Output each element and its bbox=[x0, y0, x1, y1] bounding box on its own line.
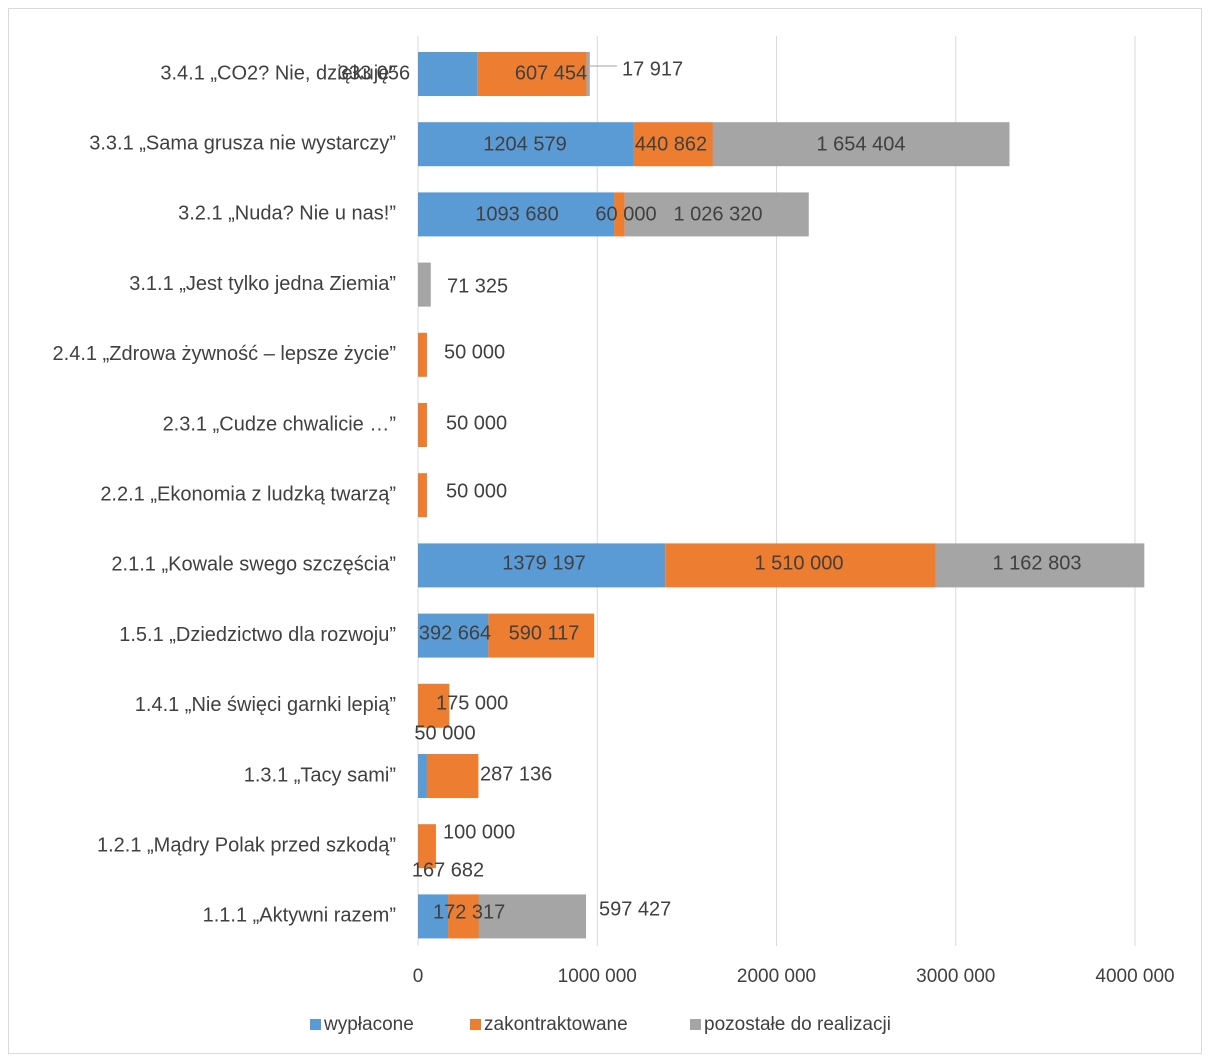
chart-area bbox=[8, 8, 1202, 1054]
category-label: 2.2.1 „Ekonomia z ludzką twarzą” bbox=[100, 483, 396, 505]
x-tick-label: 4000 000 bbox=[1095, 966, 1174, 987]
bar-segment bbox=[418, 543, 666, 588]
data-label: 50 000 bbox=[444, 341, 505, 363]
data-label: 607 454 bbox=[515, 62, 587, 84]
x-tick-label: 1000 000 bbox=[558, 966, 637, 987]
data-label: 287 136 bbox=[480, 763, 552, 785]
category-label: 3.3.1 „Sama grusza nie wystarczy” bbox=[89, 132, 396, 154]
data-label: 172 317 bbox=[433, 901, 505, 923]
bar-segment bbox=[418, 824, 436, 869]
data-label: 1 510 000 bbox=[755, 552, 844, 574]
bar-segment bbox=[426, 754, 479, 798]
bar-segment bbox=[477, 52, 587, 96]
data-label: 590 117 bbox=[509, 622, 580, 644]
bar-segment bbox=[418, 754, 427, 798]
data-label: 597 427 bbox=[599, 898, 671, 920]
category-label: 1.2.1 „Mądry Polak przed szkodą” bbox=[97, 834, 396, 856]
category-label: 1.1.1 „Aktywni razem” bbox=[203, 905, 396, 927]
data-label: 440 862 bbox=[635, 133, 707, 155]
category-label: 3.2.1 „Nuda? Nie u nas!” bbox=[178, 203, 396, 225]
legend-label: wypłacone bbox=[323, 1014, 414, 1035]
legend-label: zakontraktowane bbox=[484, 1014, 628, 1035]
category-label: 1.5.1 „Dziedzictwo dla rozwoju” bbox=[119, 624, 396, 646]
bar-segment bbox=[448, 894, 479, 939]
legend-label: pozostałe do realizacji bbox=[704, 1014, 891, 1035]
bar-segment bbox=[418, 473, 427, 518]
x-tick-label: 2000 000 bbox=[737, 966, 816, 987]
data-label: 1 162 803 bbox=[993, 552, 1082, 574]
data-label: 167 682 bbox=[412, 859, 484, 881]
category-label: 2.4.1 „Zdrowa żywność – lepsze życie” bbox=[53, 343, 396, 365]
category-label: 3.1.1 „Jest tylko jedna Ziemia” bbox=[129, 273, 396, 295]
data-label: 50 000 bbox=[446, 480, 507, 502]
data-label: 1 654 404 bbox=[817, 133, 906, 155]
data-label: 50 000 bbox=[446, 412, 507, 434]
data-label: 175 000 bbox=[436, 692, 508, 714]
bar-segment bbox=[418, 894, 449, 939]
bar-segment bbox=[712, 122, 1010, 167]
legend-swatch bbox=[470, 1019, 481, 1030]
x-tick-label: 0 bbox=[413, 966, 424, 987]
bar-segment bbox=[418, 52, 478, 96]
data-label: 333 056 bbox=[338, 62, 410, 84]
bar-segment bbox=[614, 192, 625, 237]
category-label: 1.4.1 „Nie święci garnki lepią” bbox=[135, 694, 396, 716]
x-tick-label: 3000 000 bbox=[916, 966, 995, 987]
category-label: 3.4.1 „CO2? Nie, dziękuję” bbox=[160, 62, 396, 84]
bar-segment bbox=[418, 403, 427, 447]
bar-segment bbox=[418, 122, 634, 167]
data-label: 392 664 bbox=[419, 622, 491, 644]
data-label: 1204 579 bbox=[483, 133, 566, 155]
legend-swatch bbox=[690, 1019, 701, 1030]
bar-segment bbox=[418, 262, 431, 307]
bar-segment bbox=[488, 613, 595, 658]
data-label: 1379 197 bbox=[502, 552, 585, 574]
data-label: 100 000 bbox=[443, 821, 515, 843]
bar-segment bbox=[418, 613, 489, 658]
bar-segment bbox=[633, 122, 713, 167]
data-label: 71 325 bbox=[447, 275, 508, 297]
bar-segment bbox=[418, 332, 427, 377]
data-label: 17 917 bbox=[622, 58, 683, 80]
bar-segment bbox=[478, 894, 587, 939]
bar-segment bbox=[586, 52, 590, 96]
bar-segment bbox=[624, 192, 809, 237]
bar-segment bbox=[935, 543, 1145, 588]
category-label: 2.3.1 „Cudze chwalicie …” bbox=[163, 413, 396, 435]
category-label: 2.1.1 „Kowale swego szczęścia” bbox=[111, 554, 396, 576]
data-label: 50 000 bbox=[414, 722, 475, 744]
bar-segment bbox=[665, 543, 936, 588]
category-label: 1.3.1 „Tacy sami” bbox=[244, 764, 396, 786]
bar-segment bbox=[418, 192, 615, 237]
data-label: 1 026 320 bbox=[674, 203, 763, 225]
legend-swatch bbox=[310, 1019, 321, 1030]
bar-segment bbox=[418, 683, 450, 728]
data-label: 1093 680 bbox=[475, 203, 558, 225]
data-label: 60 000 bbox=[595, 203, 656, 225]
